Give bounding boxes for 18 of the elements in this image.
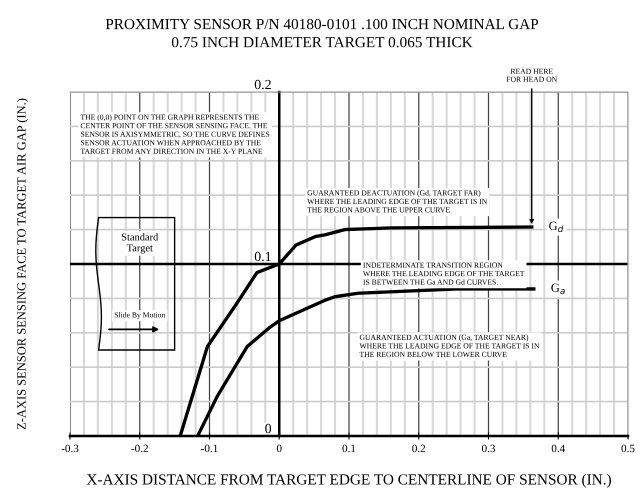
x-tick-label: -0.2 [131,444,148,452]
chart-title: PROXIMITY SENSOR P/N 40180-0101 .100 INCH NOMINAL GAP 0.75 INCH DIAMETER TARGET 0.065 THICK [106,18,538,48]
x-tick-label: 0.4 [552,444,566,452]
series-label: G$_{a}$ [551,284,565,294]
annotation: Standard Target [122,233,158,254]
x-tick-label: 0.2 [412,444,426,452]
x-tick-label: -0.3 [62,444,78,452]
x-axis-title: X-AXIS DISTANCE FROM TARGET EDGE TO CENTERLINE OF SENSOR (IN.) [86,474,611,488]
y-tick-label: 0.1 [254,252,271,262]
y-tick-label: 0 [265,424,272,434]
legend-label: G$_{d}$ [549,222,564,232]
y-tick-label: 0.2 [254,80,271,90]
x-tick-label: 0.1 [342,444,356,452]
x-tick-label: 0.3 [482,444,496,452]
x-tick-label: -0.1 [201,444,218,452]
x-tick-label: 0 [276,444,282,452]
y-axis-title: Z-AXIS SENSOR SENSING FACE TO TARGET AIR GAP (IN.) [16,98,28,430]
x-tick-label: 0.5 [621,444,635,452]
